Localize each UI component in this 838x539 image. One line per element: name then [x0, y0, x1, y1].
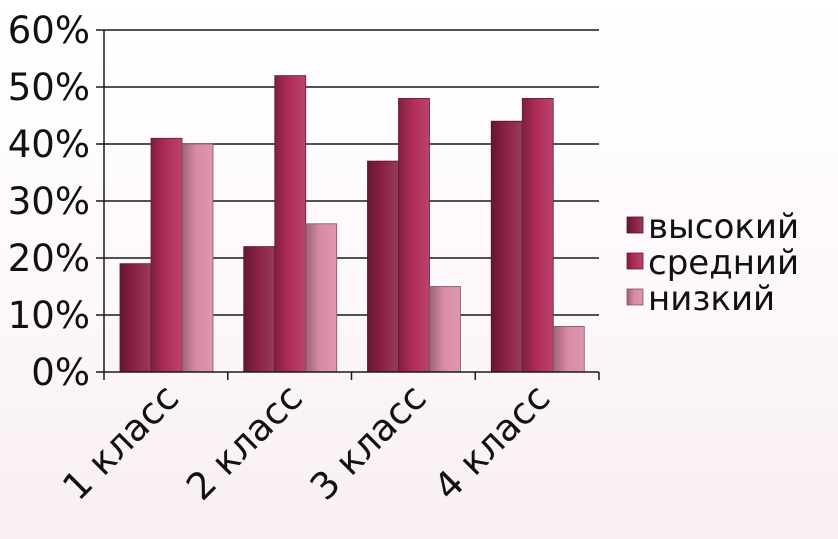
bar-1-3: [181, 143, 214, 373]
bar-1-2: [150, 137, 183, 373]
bar-4-1: [490, 120, 523, 373]
y-tick-label: 30%: [8, 180, 90, 223]
y-tick-label: 20%: [8, 237, 90, 280]
y-tick-label: 40%: [8, 123, 90, 166]
bar-2-1: [243, 246, 276, 373]
legend-label: низкий: [648, 279, 775, 319]
y-tick-label: 50%: [8, 66, 90, 109]
bar-3-2: [398, 98, 430, 373]
bar-3-1: [367, 160, 399, 373]
legend-label: средний: [648, 243, 799, 283]
bar-3-3: [429, 286, 461, 373]
x-category-label: 3 класс: [302, 376, 435, 509]
legend-label: высокий: [648, 207, 799, 247]
legend-swatch: [626, 252, 644, 270]
bar-4-2: [521, 98, 554, 373]
y-tick-label: 0%: [31, 351, 90, 394]
x-category-label: 2 класс: [178, 376, 311, 509]
x-category-label: 4 класс: [426, 376, 559, 509]
bar-4-3: [552, 325, 585, 373]
x-category-label: 1 класс: [54, 376, 187, 509]
y-tick-labels: 0% 10% 20% 30% 40% 50% 60%: [8, 9, 90, 394]
y-tick-label: 60%: [8, 9, 90, 52]
bars: [119, 75, 585, 373]
y-tick-label: 10%: [8, 294, 90, 337]
bar-2-3: [305, 223, 338, 373]
legend-swatch: [626, 288, 644, 306]
axes: [96, 29, 600, 380]
bar-1-1: [119, 263, 152, 373]
bar-2-2: [274, 75, 307, 373]
legend-swatch: [626, 216, 644, 234]
